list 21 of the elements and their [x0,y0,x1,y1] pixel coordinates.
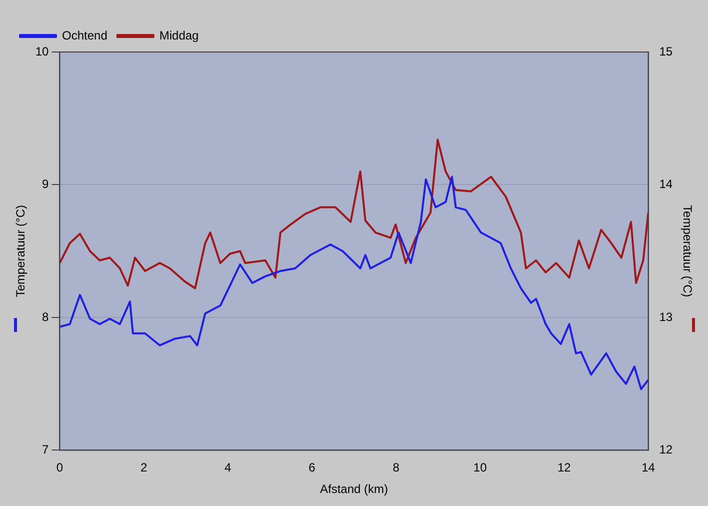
x-tick-label: 0 [56,460,64,475]
y2-axis-title: Temperatuur (°C) [680,205,694,298]
y2-tick-label: 13 [659,310,673,324]
x-tick-label: 6 [308,460,316,475]
y-tick-label: 10 [35,44,50,58]
y2-tick-label: 15 [659,44,673,58]
x-tick-label: 12 [558,460,572,475]
y-tick-label: 8 [42,310,50,324]
y2-tick-label: 12 [659,442,673,457]
y2-tick-label: 14 [659,177,673,192]
x-axis-title: Afstand (km) [320,482,388,496]
x-tick-label: 2 [140,460,148,475]
x-tick-label: 10 [473,460,488,475]
y-tick-label: 7 [42,442,50,457]
y-tick-label: 9 [42,177,50,192]
y-axis-title: Temperatuur (°C) [14,205,28,298]
legend-label: Ochtend [62,28,108,42]
x-tick-label: 8 [392,460,400,475]
legend-label: Middag [159,28,199,42]
x-tick-label: 14 [642,460,656,475]
x-tick-label: 4 [224,460,232,475]
